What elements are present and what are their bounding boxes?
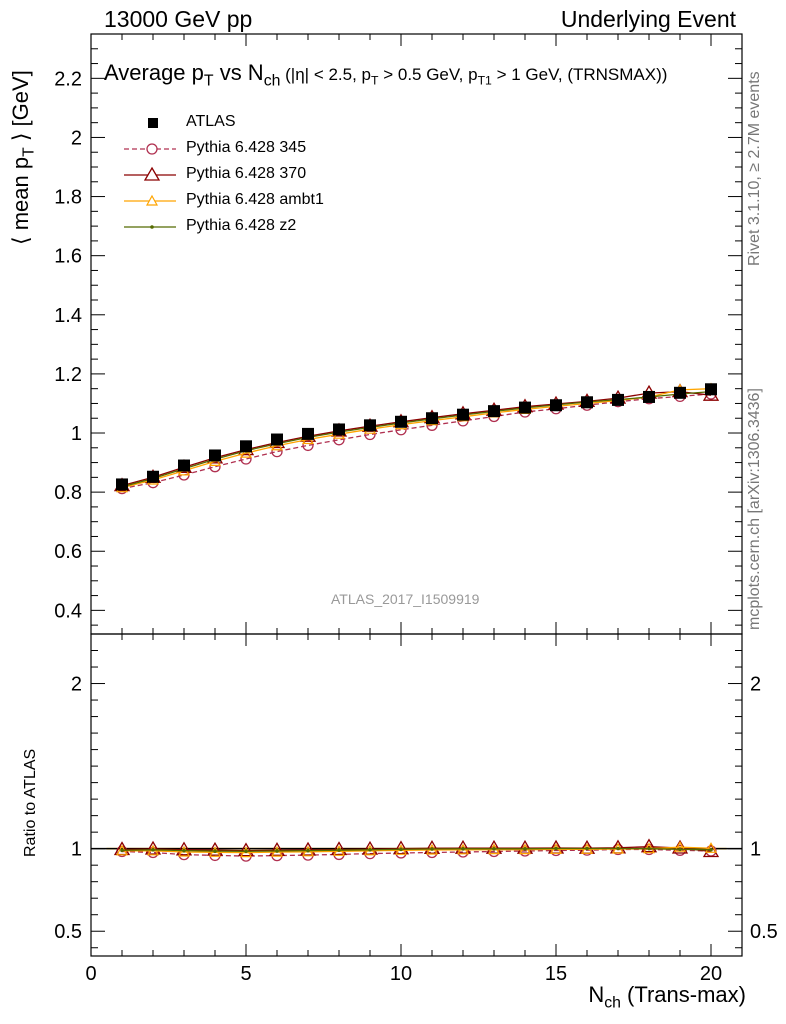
- data-point-atlas: [147, 470, 159, 483]
- ratio-point-p345: [457, 846, 469, 858]
- data-point-p345: [302, 439, 314, 452]
- data-point-p345: [271, 445, 283, 458]
- data-point-atlas: [550, 399, 562, 412]
- x-axis-title: Nch (Trans-max): [588, 982, 746, 1012]
- ratio-point-p370: [268, 842, 286, 856]
- ratio-point-z2: [151, 848, 155, 852]
- data-point-atlas: [364, 419, 376, 432]
- ratio-point-z2: [461, 847, 465, 851]
- mcplots-source-label: mcplots.cern.ch [arXiv:1306.3436]: [746, 388, 763, 630]
- rivet-events-label: Rivet 3.1.10, ≥ 2.7M events: [746, 71, 763, 266]
- ratio-point-z2: [678, 847, 682, 852]
- ratio-point-z2: [647, 846, 651, 851]
- y-tick-label: 1.2: [54, 364, 82, 386]
- ratio-tick-label: 2: [71, 674, 82, 696]
- data-point-atlas: [488, 405, 500, 418]
- ratio-tick-label: 1: [71, 839, 82, 861]
- data-point-atlas: [643, 390, 655, 403]
- ratio-point-ambt1: [301, 845, 315, 857]
- ratio-point-z2: [399, 847, 403, 852]
- header-right: Underlying Event: [560, 6, 736, 32]
- y-tick-label: 1: [71, 423, 82, 445]
- ratio-point-z2: [368, 848, 372, 852]
- ratio-tick-label-right: 2: [750, 674, 761, 696]
- ratio-y-axis-title: Ratio to ATLAS: [22, 748, 39, 857]
- y-tick-label: 2.2: [54, 68, 82, 90]
- y-tick-label: 1.6: [54, 246, 82, 268]
- ratio-point-p370: [237, 842, 255, 857]
- ratio-point-p370: [206, 841, 224, 856]
- data-point-atlas: [209, 449, 221, 462]
- ratio-point-z2: [120, 848, 124, 853]
- ratio-point-p370: [423, 840, 441, 854]
- x-tick-label: 10: [390, 963, 412, 985]
- data-point-atlas: [302, 427, 314, 440]
- ratio-line-z2: [121, 847, 712, 852]
- data-point-atlas: [581, 396, 593, 409]
- ratio-plot-frame: [90, 633, 743, 957]
- x-tick-label: 20: [700, 963, 722, 985]
- ratio-point-z2: [709, 848, 713, 852]
- ratio-point-p345: [488, 845, 500, 858]
- ratio-point-p370: [299, 841, 317, 856]
- data-point-atlas: [519, 401, 531, 414]
- ratio-point-z2: [616, 846, 620, 851]
- y-tick-label: 1.4: [54, 305, 82, 327]
- ratio-point-z2: [244, 849, 248, 854]
- data-point-atlas: [457, 408, 469, 421]
- header-left: 13000 GeV pp: [104, 6, 253, 32]
- ratio-point-z2: [585, 846, 589, 851]
- x-tick-label: 0: [85, 963, 96, 985]
- data-point-atlas: [271, 433, 283, 446]
- analysis-id: ATLAS_2017_I1509919: [331, 591, 480, 607]
- ratio-point-ambt1: [704, 842, 718, 853]
- data-point-atlas: [116, 478, 128, 491]
- data-point-atlas: [395, 415, 407, 428]
- ratio-point-ambt1: [239, 846, 253, 858]
- x-tick-label: 5: [240, 963, 251, 985]
- ratio-point-z2: [554, 846, 558, 851]
- ratio-tick-label-right: 1: [750, 839, 761, 861]
- ratio-point-ambt1: [208, 846, 222, 857]
- data-point-atlas: [426, 412, 438, 425]
- data-point-atlas: [612, 393, 624, 406]
- ratio-point-ambt1: [177, 845, 191, 857]
- ratio-point-z2: [337, 848, 341, 852]
- y-tick-label: 0.6: [54, 541, 82, 563]
- ratio-point-p370: [175, 841, 193, 856]
- ratio-point-z2: [213, 849, 217, 853]
- y-tick-label: 1.8: [54, 187, 82, 209]
- data-point-atlas: [240, 440, 252, 453]
- data-point-ambt1: [239, 446, 253, 458]
- ratio-point-ambt1: [673, 840, 687, 852]
- ratio-point-p370: [392, 840, 410, 855]
- ratio-point-p345: [147, 846, 159, 859]
- ratio-point-p370: [330, 841, 348, 856]
- ratio-point-z2: [306, 848, 310, 853]
- data-point-atlas: [178, 459, 190, 472]
- ratio-point-z2: [523, 847, 527, 851]
- data-point-atlas: [674, 386, 686, 399]
- data-point-atlas: [705, 383, 717, 396]
- ratio-point-z2: [182, 848, 186, 853]
- plot-title: Average pT vs Nch (|η| < 2.5, pT > 0.5 G…: [104, 60, 668, 90]
- ratio-point-p370: [361, 840, 379, 855]
- ratio-point-z2: [492, 847, 496, 851]
- data-point-atlas: [333, 423, 345, 436]
- y-tick-label: 0.4: [54, 600, 82, 622]
- ratio-point-p370: [454, 839, 472, 854]
- main-y-axis-title: ⟨ mean pT ⟩ [GeV]: [8, 70, 38, 245]
- ratio-point-z2: [275, 849, 279, 853]
- y-tick-label: 2: [71, 127, 82, 149]
- series-line-p345: [121, 393, 712, 490]
- ratio-tick-label-right: 0.5: [750, 921, 778, 943]
- y-tick-label: 0.8: [54, 482, 82, 504]
- ratio-tick-label: 0.5: [54, 921, 82, 943]
- ratio-point-p370: [144, 840, 162, 855]
- ratio-point-z2: [430, 847, 434, 851]
- x-tick-label: 15: [545, 963, 567, 985]
- ratio-point-p370: [640, 838, 658, 853]
